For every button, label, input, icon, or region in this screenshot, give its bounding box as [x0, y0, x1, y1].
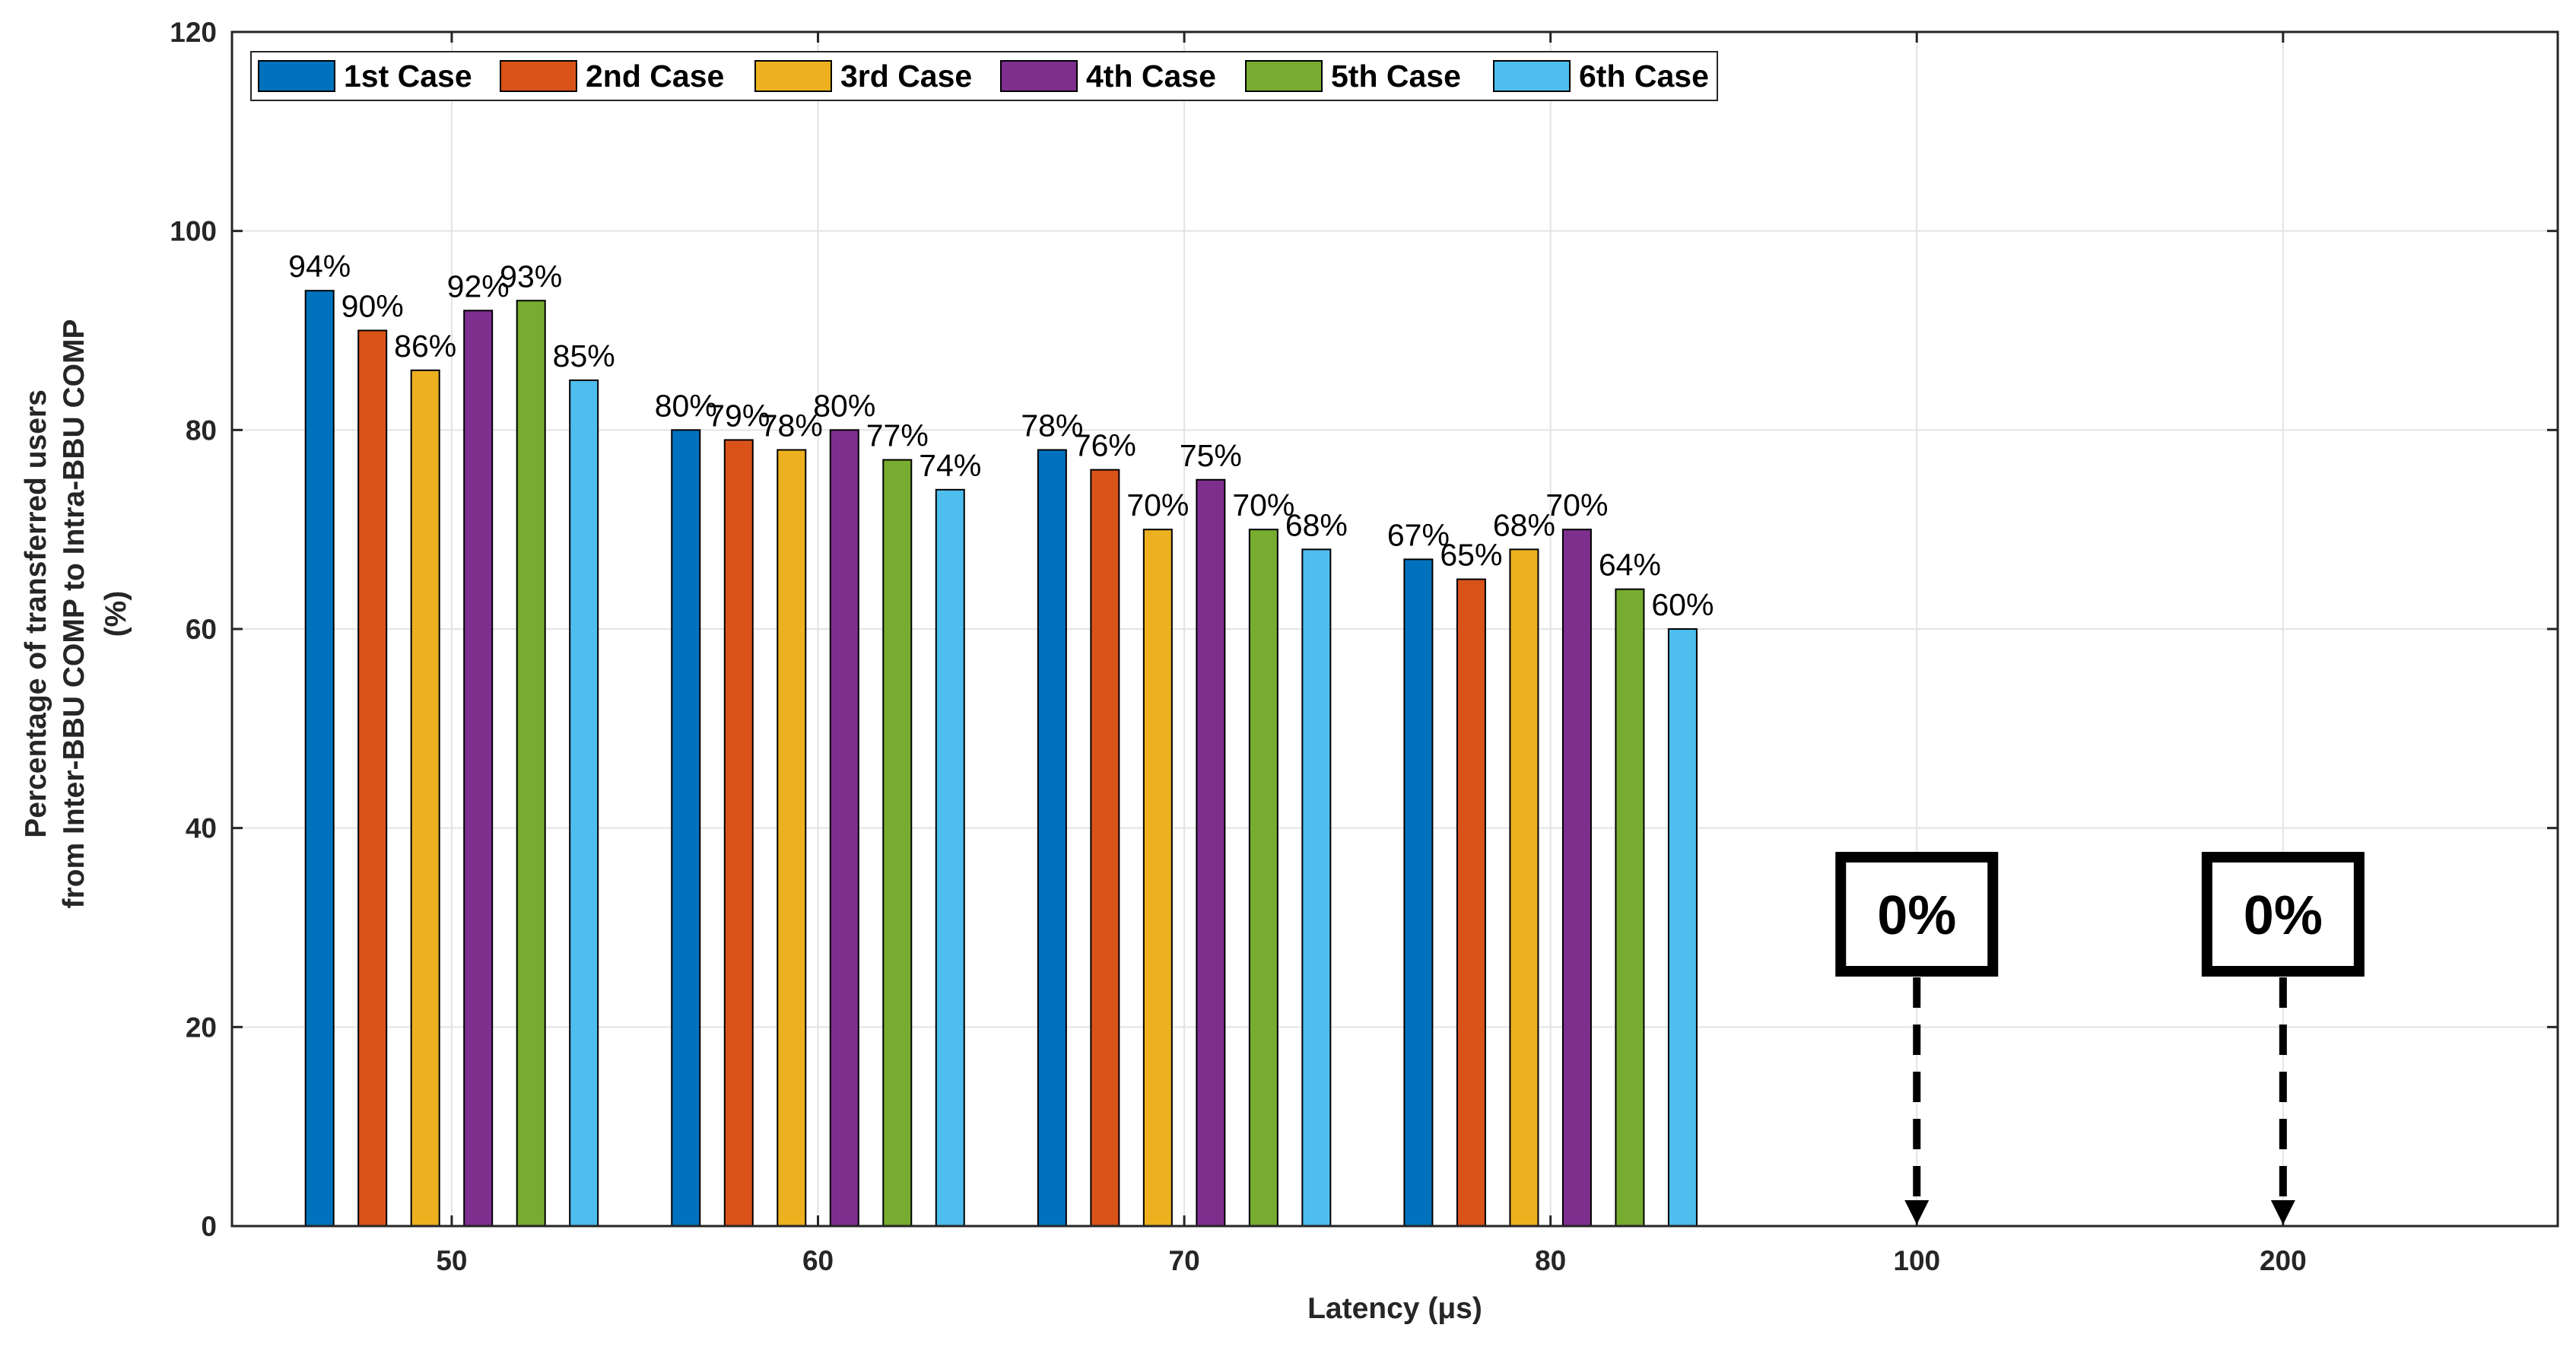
- data-label: 70%: [1545, 488, 1608, 523]
- bar-3-60: [777, 449, 807, 1227]
- callout-arrowhead: [1904, 1200, 1930, 1225]
- bar-4-80: [1561, 529, 1592, 1227]
- data-label: 78%: [761, 408, 823, 443]
- bar-6-80: [1667, 628, 1698, 1227]
- legend-label: 5th Case: [1331, 59, 1461, 94]
- axes: 0 20 40 60 80 100 120 50 60 70 80 100 200 Latency (μs…: [20, 17, 2559, 1325]
- x-tick-label: 200: [2260, 1245, 2307, 1276]
- y-tick-label: 40: [186, 813, 217, 844]
- legend-swatch: [754, 60, 832, 92]
- legend-swatch: [1493, 60, 1571, 92]
- data-label: 60%: [1651, 587, 1714, 622]
- callout-box: [2201, 852, 2365, 977]
- data-label: 67%: [1387, 517, 1450, 552]
- x-tick-label: 60: [802, 1245, 834, 1276]
- bar-6-60: [935, 488, 965, 1227]
- bar-4-50: [463, 310, 494, 1227]
- data-label: 92%: [447, 268, 510, 303]
- bar-1-50: [304, 290, 335, 1228]
- bars: [304, 290, 1698, 1228]
- data-label: 79%: [707, 398, 770, 433]
- bar-3-50: [410, 369, 440, 1227]
- data-label: 78%: [1021, 408, 1083, 443]
- data-label: 74%: [919, 448, 981, 483]
- data-label: 80%: [813, 388, 875, 423]
- y-axis-title-line: from Inter-BBU COMP to Intra-BBU COMP: [58, 319, 91, 909]
- bar-3-70: [1142, 529, 1173, 1227]
- data-label: 68%: [1285, 507, 1348, 542]
- bar-4-60: [829, 429, 859, 1227]
- data-labels: 94%80%78%67%90%79%76%65%86%78%70%68%92%8…: [288, 249, 1714, 622]
- legend-label: 4th Case: [1086, 59, 1216, 94]
- data-label: 86%: [394, 329, 456, 364]
- callout-arrowhead: [2270, 1200, 2295, 1225]
- bar-5-80: [1615, 588, 1645, 1227]
- bar-2-50: [357, 329, 388, 1227]
- bar-1-60: [671, 429, 701, 1227]
- legend-box: [250, 51, 1718, 101]
- data-label: 94%: [288, 249, 351, 284]
- y-axis-title-line: (%): [100, 591, 132, 637]
- bar-2-60: [723, 439, 754, 1228]
- legend-swatch: [500, 60, 577, 92]
- legend-swatch: [1000, 60, 1078, 92]
- bar-3-80: [1509, 548, 1539, 1227]
- bar-2-80: [1456, 578, 1486, 1227]
- bar-1-80: [1403, 558, 1434, 1227]
- y-tick-label: 80: [186, 415, 217, 446]
- data-label: 64%: [1599, 548, 1661, 583]
- legend-label: 1st Case: [344, 59, 472, 94]
- annotations: 0% 0%: [1835, 852, 2365, 1225]
- y-tick-label: 0: [201, 1211, 217, 1242]
- x-tick-label: 100: [1893, 1245, 1940, 1276]
- x-axis-title: Latency (μs): [1307, 1292, 1482, 1325]
- data-label: 85%: [553, 338, 615, 373]
- bar-1-70: [1037, 449, 1067, 1227]
- bar-5-70: [1248, 529, 1278, 1227]
- data-label: 90%: [341, 289, 404, 324]
- y-tick-label: 120: [170, 17, 217, 48]
- legend-swatch: [258, 60, 335, 92]
- data-label: 68%: [1493, 507, 1555, 542]
- callout-label: 0%: [2244, 885, 2323, 946]
- legend: 1st Case 2nd Case 3rd Case 4th Case 5th Case…: [250, 51, 1718, 101]
- data-label: 76%: [1074, 428, 1136, 463]
- bar-6-70: [1301, 548, 1332, 1227]
- legend-swatch: [1245, 60, 1323, 92]
- data-label: 65%: [1440, 538, 1502, 573]
- data-label: 80%: [655, 388, 717, 423]
- data-label: 93%: [500, 259, 562, 294]
- y-tick-label: 60: [186, 614, 217, 645]
- data-label: 77%: [866, 418, 929, 453]
- data-label: 70%: [1232, 488, 1294, 523]
- legend-label: 3rd Case: [840, 59, 972, 94]
- bar-5-50: [516, 300, 546, 1227]
- bar-4-70: [1196, 478, 1226, 1227]
- x-tick-label: 70: [1169, 1245, 1200, 1276]
- callout-box: [1835, 852, 1999, 977]
- y-tick-label: 100: [170, 216, 217, 247]
- y-axis-title-line: Percentage of transferred users: [20, 389, 52, 838]
- legend-label: 2nd Case: [586, 59, 724, 94]
- y-tick-label: 20: [186, 1012, 217, 1043]
- x-tick-label: 50: [436, 1245, 467, 1276]
- x-tick-label: 80: [1535, 1245, 1566, 1276]
- bar-6-50: [569, 379, 599, 1228]
- callout-label: 0%: [1877, 885, 1956, 946]
- data-label: 75%: [1180, 438, 1242, 473]
- legend-label: 6th Case: [1579, 59, 1709, 94]
- data-label: 70%: [1126, 488, 1189, 523]
- bar-5-60: [882, 459, 913, 1227]
- bar-2-70: [1090, 469, 1120, 1227]
